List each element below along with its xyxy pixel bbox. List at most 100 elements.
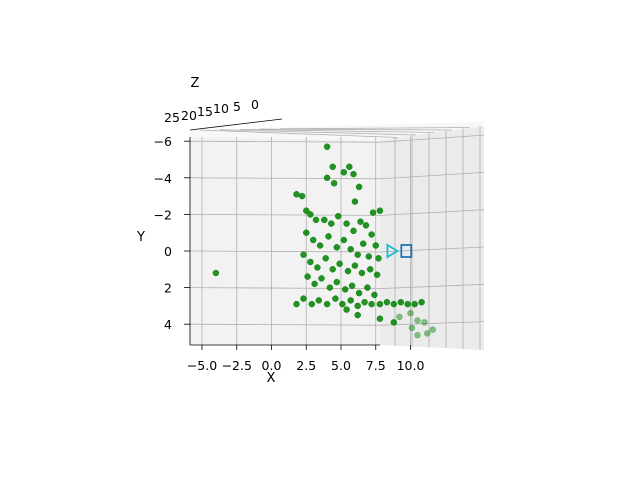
grid-lines bbox=[189, 126, 485, 350]
y-gridline-right bbox=[379, 172, 485, 180]
scatter-point bbox=[308, 300, 316, 308]
top-gridline bbox=[239, 129, 435, 133]
scatter-point bbox=[407, 309, 414, 317]
scatter-point bbox=[346, 163, 353, 171]
scatter-point bbox=[355, 183, 363, 191]
scatter-point bbox=[316, 242, 324, 249]
y-gridline bbox=[189, 287, 381, 290]
scatter-point bbox=[429, 326, 436, 333]
scatter-point bbox=[343, 220, 350, 227]
scatter-point bbox=[423, 330, 431, 337]
scatter-point bbox=[330, 180, 338, 187]
scatter-point bbox=[328, 220, 335, 227]
y-gridline-right bbox=[379, 321, 485, 326]
scatter-point bbox=[298, 192, 306, 200]
scatter-point bbox=[369, 209, 377, 216]
scatter-point bbox=[373, 271, 381, 279]
x-tick-label: 10.0 bbox=[397, 358, 425, 373]
scatter-point bbox=[325, 233, 332, 240]
scatter-point bbox=[411, 300, 418, 308]
scatter-point bbox=[332, 295, 339, 302]
square-marker bbox=[400, 244, 413, 258]
scatter-point bbox=[322, 255, 329, 262]
scatter-point bbox=[341, 286, 349, 293]
scatter-point bbox=[414, 331, 421, 339]
scatter-point bbox=[351, 262, 359, 269]
scatter-point bbox=[359, 240, 367, 247]
z-tick-label: 0 bbox=[251, 97, 259, 112]
y-tick-label: 0 bbox=[164, 244, 172, 259]
scatter-point bbox=[358, 269, 366, 277]
scatter-point bbox=[323, 143, 331, 150]
y-gridline bbox=[189, 323, 381, 326]
scatter-point bbox=[347, 245, 354, 253]
y-gridline bbox=[189, 250, 381, 253]
scatter-point bbox=[350, 227, 357, 235]
scatter-point bbox=[397, 298, 405, 306]
z-tick-label: 5 bbox=[233, 99, 241, 114]
tick-labels: −5.0 −2.5 0.0 2.5 5.0 7.5 10.0 −6 −4 −2 0 2 4 25 20 15 1… bbox=[154, 97, 425, 373]
scatter-point bbox=[383, 298, 391, 306]
y-tick-label: 2 bbox=[164, 281, 172, 296]
scatter-point bbox=[376, 315, 384, 322]
scatter-point bbox=[307, 258, 314, 266]
scatter-point bbox=[390, 300, 398, 308]
scatter-point bbox=[300, 295, 307, 302]
z-axis-line bbox=[189, 118, 283, 131]
z-axis-label: Z bbox=[191, 76, 200, 91]
scatter-point bbox=[303, 207, 310, 214]
scatter-point bbox=[307, 211, 314, 218]
scatter-point bbox=[396, 313, 403, 321]
scatter-point bbox=[318, 275, 325, 282]
scatter-point bbox=[365, 253, 373, 260]
y-gridline bbox=[189, 177, 381, 180]
z-tick-label: 25 bbox=[164, 110, 180, 125]
scatter-point bbox=[350, 170, 357, 178]
scatter-point bbox=[293, 191, 300, 198]
scatter-point bbox=[344, 267, 352, 275]
scatter-point bbox=[340, 236, 348, 244]
scatter-point bbox=[323, 174, 331, 182]
scatter-point bbox=[375, 255, 382, 262]
y-tick-label: −2 bbox=[154, 207, 172, 222]
y-gridline-right bbox=[379, 209, 485, 216]
y-tick-label: 4 bbox=[164, 317, 172, 332]
back-left-pane bbox=[190, 137, 380, 345]
scatter-point bbox=[304, 273, 311, 280]
scatter-point bbox=[333, 278, 341, 286]
scatter-point bbox=[414, 317, 421, 324]
scatter-point bbox=[408, 324, 416, 332]
x-tick-label: −2.5 bbox=[222, 358, 252, 373]
scatter-point bbox=[418, 298, 425, 306]
top-gridline bbox=[279, 127, 471, 130]
scatter-point bbox=[354, 311, 361, 319]
y-tick-label: −6 bbox=[154, 134, 172, 149]
scatter-point bbox=[323, 300, 331, 308]
scatter-point bbox=[336, 260, 343, 268]
scatter-point bbox=[351, 198, 359, 205]
x-tick-label: 2.5 bbox=[296, 358, 316, 373]
scatter-point bbox=[293, 300, 300, 308]
scatter-point bbox=[312, 216, 320, 224]
scatter-point bbox=[300, 251, 307, 258]
z-tick-label: 20 bbox=[181, 108, 197, 123]
axes bbox=[184, 118, 411, 350]
scatter-point bbox=[366, 266, 374, 273]
scatter-point bbox=[343, 306, 350, 313]
x-tick-label: 0.0 bbox=[262, 358, 282, 373]
scatter-point bbox=[348, 282, 356, 290]
scatter-point bbox=[333, 244, 341, 251]
z-tick-label: 10 bbox=[213, 101, 229, 116]
scatter-point bbox=[376, 300, 384, 308]
y-gridline bbox=[189, 140, 381, 143]
scatter-point bbox=[347, 297, 354, 304]
scatter-point bbox=[357, 218, 364, 225]
scatter-point bbox=[368, 231, 375, 238]
scatter-point bbox=[421, 319, 428, 326]
x-tick-label: 7.5 bbox=[366, 358, 386, 373]
scatter-point bbox=[404, 300, 411, 308]
scatter-point bbox=[315, 297, 323, 304]
scatter-point bbox=[303, 229, 310, 236]
scatter-point bbox=[361, 298, 368, 306]
